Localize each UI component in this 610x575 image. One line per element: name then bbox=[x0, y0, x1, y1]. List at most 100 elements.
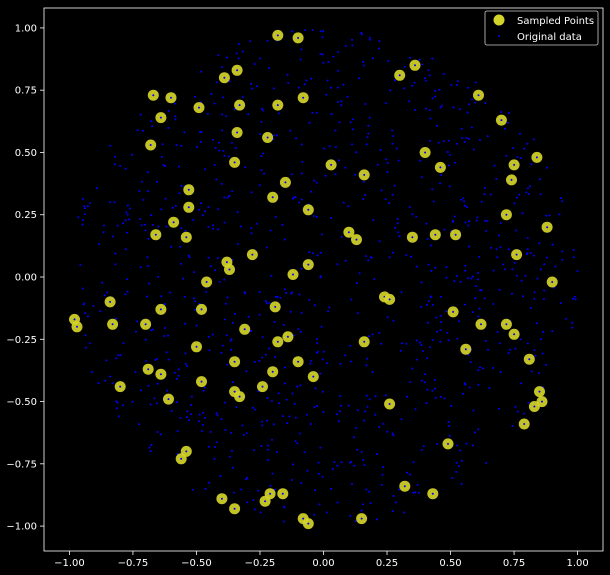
original-data-point bbox=[318, 503, 321, 506]
original-data-point bbox=[498, 234, 500, 237]
original-data-point bbox=[266, 39, 269, 42]
original-data-point bbox=[143, 223, 146, 226]
original-data-point bbox=[322, 61, 325, 64]
original-data-point bbox=[423, 381, 426, 384]
original-data-point bbox=[81, 223, 84, 226]
original-data-point bbox=[258, 313, 261, 316]
original-data-point bbox=[397, 231, 400, 234]
original-data-point bbox=[339, 404, 342, 407]
original-data-point bbox=[322, 410, 325, 413]
sampled-point-center bbox=[238, 104, 241, 107]
original-data-point bbox=[217, 54, 220, 57]
original-data-point bbox=[271, 472, 274, 475]
original-data-point bbox=[111, 235, 114, 238]
original-data-point bbox=[327, 310, 330, 313]
original-data-point bbox=[419, 159, 422, 162]
legend-marker-sampled bbox=[493, 14, 505, 26]
original-data-point bbox=[358, 272, 361, 275]
original-data-point bbox=[336, 263, 339, 266]
original-data-point bbox=[465, 442, 468, 445]
original-data-point bbox=[473, 431, 476, 434]
original-data-point bbox=[239, 225, 242, 228]
original-data-point bbox=[223, 221, 226, 224]
y-tick-label: −0.50 bbox=[6, 397, 37, 408]
original-data-point bbox=[258, 291, 261, 293]
original-data-point bbox=[572, 248, 575, 251]
original-data-point bbox=[514, 405, 517, 408]
original-data-point bbox=[526, 142, 529, 145]
original-data-point bbox=[480, 200, 483, 203]
original-data-point bbox=[198, 420, 201, 423]
original-data-point bbox=[456, 337, 459, 340]
original-data-point bbox=[386, 161, 389, 164]
original-data-point bbox=[427, 321, 430, 324]
original-data-point bbox=[267, 444, 270, 447]
original-data-point bbox=[492, 367, 495, 369]
original-data-point bbox=[479, 289, 481, 291]
y-tick-label: 0.75 bbox=[15, 86, 37, 97]
original-data-point bbox=[507, 112, 510, 114]
original-data-point bbox=[443, 228, 446, 231]
original-data-point bbox=[139, 389, 142, 392]
sampled-point-center bbox=[233, 360, 236, 363]
original-data-point bbox=[467, 224, 470, 227]
original-data-point bbox=[305, 79, 308, 82]
original-data-point bbox=[364, 194, 367, 196]
original-data-point bbox=[561, 200, 564, 203]
original-data-point bbox=[458, 320, 460, 323]
original-data-point bbox=[215, 412, 218, 415]
original-data-point bbox=[431, 97, 434, 100]
original-data-point bbox=[364, 103, 367, 105]
original-data-point bbox=[230, 348, 233, 351]
original-data-point bbox=[163, 303, 166, 305]
original-data-point bbox=[455, 461, 458, 464]
original-data-point bbox=[313, 406, 316, 408]
original-data-point bbox=[471, 98, 474, 101]
original-data-point bbox=[223, 278, 226, 281]
original-data-point bbox=[316, 405, 319, 407]
original-data-point bbox=[164, 197, 167, 200]
original-data-point bbox=[382, 466, 384, 468]
original-data-point bbox=[292, 334, 295, 337]
original-data-point bbox=[525, 253, 528, 256]
original-data-point bbox=[180, 144, 183, 147]
original-data-point bbox=[554, 265, 557, 268]
original-data-point bbox=[365, 394, 368, 397]
original-data-point bbox=[247, 315, 250, 318]
sampled-point-center bbox=[236, 69, 239, 72]
original-data-point bbox=[447, 164, 450, 167]
original-data-point bbox=[109, 375, 112, 378]
original-data-point bbox=[362, 503, 364, 506]
original-data-point bbox=[163, 327, 166, 329]
sampled-point-center bbox=[398, 74, 401, 77]
original-data-point bbox=[203, 386, 206, 389]
original-data-point bbox=[560, 197, 562, 200]
original-data-point bbox=[411, 213, 414, 216]
original-data-point bbox=[450, 405, 453, 407]
legend-label-sampled: Sampled Points bbox=[517, 16, 594, 27]
original-data-point bbox=[439, 395, 442, 398]
original-data-point bbox=[149, 403, 152, 406]
original-data-point bbox=[328, 306, 331, 309]
original-data-point bbox=[410, 255, 412, 258]
original-data-point bbox=[405, 471, 408, 474]
sampled-points-layer bbox=[69, 29, 558, 530]
original-data-point bbox=[140, 224, 143, 227]
original-data-point bbox=[476, 272, 479, 274]
original-data-point bbox=[173, 371, 176, 374]
y-tick-label: 1.00 bbox=[15, 23, 37, 34]
original-data-point bbox=[471, 444, 474, 447]
sampled-point-center bbox=[546, 226, 549, 229]
original-data-point bbox=[259, 57, 262, 60]
original-data-point bbox=[363, 464, 366, 467]
original-data-point bbox=[227, 155, 230, 158]
original-data-point bbox=[333, 461, 336, 463]
original-data-point bbox=[453, 280, 456, 282]
original-data-point bbox=[291, 392, 294, 395]
original-data-point bbox=[368, 116, 371, 119]
x-tick-label: 0.75 bbox=[503, 558, 525, 569]
original-data-point bbox=[223, 196, 226, 199]
original-data-point bbox=[483, 186, 486, 189]
original-data-point bbox=[122, 222, 125, 225]
